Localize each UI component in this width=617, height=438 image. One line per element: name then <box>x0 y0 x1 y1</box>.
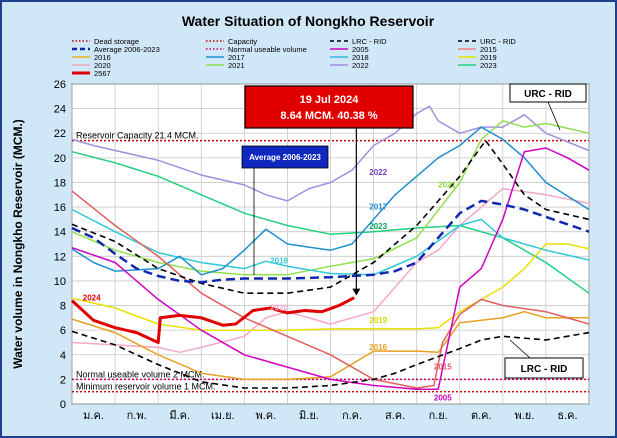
y-tick-label: 8 <box>60 301 66 313</box>
legend: Dead storage Capacity LRC - RID URC - RID Av… <box>72 37 516 78</box>
y-tick-label: 0 <box>60 399 66 411</box>
legend-label: 2021 <box>228 61 245 70</box>
legend-label: 2567 <box>94 69 111 78</box>
legend-label: Average 2006-2023 <box>94 45 160 54</box>
year-label-2020: 2020 <box>270 303 288 312</box>
year-label-2015: 2015 <box>434 363 452 372</box>
year-label-2024: 2024 <box>83 294 101 303</box>
y-tick-label: 16 <box>54 202 66 214</box>
legend-label: URC - RID <box>480 37 516 46</box>
series-line-2020 <box>71 187 590 354</box>
x-tick-label: ก.พ. <box>127 410 147 422</box>
lrc-leader <box>509 339 531 359</box>
x-tick-label: ก.ค. <box>342 410 362 422</box>
year-label-2021: 2021 <box>438 180 456 189</box>
avg-label: Average 2006-2023 <box>249 153 321 162</box>
series-line-2021 <box>71 120 590 276</box>
legend-label: Normal useable volume <box>228 45 307 54</box>
legend-label: 2016 <box>94 53 111 62</box>
legend-label: Dead storage <box>94 37 139 46</box>
x-tick-label: ต.ค. <box>471 410 492 422</box>
y-tick-label: 14 <box>54 227 66 239</box>
y-tick-label: 22 <box>54 128 66 140</box>
legend-label: LRC - RID <box>352 37 387 46</box>
legend-label: 2020 <box>94 61 111 70</box>
series-line-2567 <box>70 296 355 344</box>
x-tick-label: ม.ค. <box>83 410 104 422</box>
y-tick-label: 4 <box>60 350 66 362</box>
legend-label: 2015 <box>480 45 497 54</box>
x-tick-label: เม.ย. <box>211 410 235 422</box>
urc-label: URC - RID <box>524 89 572 100</box>
y-tick-label: 26 <box>54 79 66 91</box>
year-label-2023: 2023 <box>369 222 387 231</box>
callout-box <box>244 85 414 129</box>
reference-label: Reservoir Capacity 21.4 MCM. <box>76 131 199 141</box>
year-label-2018: 2018 <box>270 257 288 266</box>
annotations: 19 Jul 2024 8.64 MCM. 40.38 % Average 2006… <box>83 83 587 402</box>
callout-arrow <box>352 288 361 296</box>
x-tick-label: ธ.ค. <box>557 410 577 422</box>
x-tick-label: พ.ค. <box>256 410 277 422</box>
series-line-LRC-RID <box>71 330 590 389</box>
series-line-2019 <box>71 243 590 331</box>
reference-label: Minimum reservoir volume 1 MCM. <box>76 382 216 392</box>
lrc-box <box>504 357 584 379</box>
y-tick-label: 12 <box>54 251 66 263</box>
series-line-2018 <box>71 208 590 276</box>
x-tick-label: พ.ย. <box>514 410 534 422</box>
callout-value: 8.64 MCM. 40.38 % <box>280 110 377 122</box>
legend-label: 2019 <box>480 53 497 62</box>
x-axis-ticks: ม.ค. ก.พ. มี.ค. เม.ย. พ.ค. มิ.ย. ก.ค. ส.ค. ก.ย. ต… <box>83 409 577 422</box>
y-tick-label: 24 <box>54 104 66 116</box>
series-line-URC-RID <box>71 139 590 294</box>
legend-label: 2022 <box>352 61 369 70</box>
year-label-2019: 2019 <box>369 316 387 325</box>
lrc-label: LRC - RID <box>521 364 568 375</box>
x-tick-label: มิ.ย. <box>299 410 319 422</box>
legend-label: 2005 <box>352 45 369 54</box>
x-tick-label: ก.ย. <box>429 410 448 422</box>
urc-leader <box>547 101 561 131</box>
legend-label: Capacity <box>228 37 257 46</box>
legend-label: 2023 <box>480 61 497 70</box>
series-line-Average-2006-2023 <box>71 199 590 284</box>
legend-label: 2018 <box>352 53 369 62</box>
y-tick-label: 10 <box>54 276 66 288</box>
year-label-2005: 2005 <box>434 393 452 402</box>
reference-lines: Reservoir Capacity 21.4 MCM. Normal useab… <box>72 131 589 393</box>
x-tick-label: ส.ค. <box>385 410 405 422</box>
year-label-2017: 2017 <box>369 203 387 212</box>
series-line-2016 <box>71 310 589 381</box>
avg-label-box <box>241 145 329 169</box>
series-line-2015 <box>71 190 590 389</box>
year-label-2022: 2022 <box>369 168 387 177</box>
series-lines <box>70 105 590 390</box>
x-tick-label: มี.ค. <box>169 409 190 422</box>
y-tick-label: 6 <box>60 325 66 337</box>
callout-date: 19 Jul 2024 <box>300 94 360 106</box>
chart-title: Water Situation of Nongkho Reservoir <box>182 13 435 29</box>
y-tick-label: 18 <box>54 177 66 189</box>
y-tick-label: 20 <box>54 153 66 165</box>
series-line-2017 <box>71 126 590 276</box>
y-axis-label: Water volume in Nongkho Reservoir (MCM.) <box>11 119 25 369</box>
series-line-2005 <box>71 147 590 390</box>
reference-label: Normal useable volume 2 MCM. <box>76 369 205 379</box>
series-line-2022 <box>71 105 590 202</box>
legend-label: 2017 <box>228 53 245 62</box>
year-label-2016: 2016 <box>369 343 387 352</box>
y-tick-label: 2 <box>60 374 66 386</box>
